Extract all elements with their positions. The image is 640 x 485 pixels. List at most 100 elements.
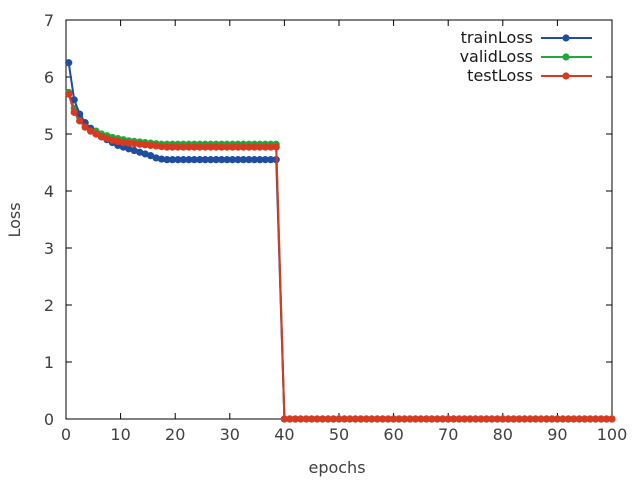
data-point-testloss [575,415,583,423]
x-tick-label: 80 [493,425,513,444]
data-point-testloss [602,415,611,423]
data-point-testloss [531,415,540,423]
data-point-trainloss [250,156,258,164]
x-tick-label: 90 [547,425,567,444]
data-point-testloss [114,137,122,146]
data-point-testloss [267,143,275,151]
data-point-trainloss [168,156,177,164]
series-line-trainloss [67,62,612,420]
data-point-testloss [340,415,349,423]
legend-label-validloss: validLoss [460,47,533,66]
data-point-testloss [302,415,310,423]
y-tick-label: 7 [44,11,54,30]
data-point-testloss [548,415,556,423]
data-point-testloss [256,143,264,151]
data-point-testloss [245,143,253,151]
data-point-testloss [335,415,343,423]
data-point-testloss [460,415,469,423]
data-point-testloss [373,415,381,423]
axes: 0 10 20 30 40 50 60 70 80 90 100 0 1 2 3 4 5 6 7 [44,11,627,444]
data-point-testloss [286,415,294,423]
data-point-testloss [471,415,480,423]
data-point-trainloss [223,156,231,164]
data-point-testloss [526,415,534,423]
y-tick-label: 2 [44,296,54,315]
y-tick-label: 5 [44,125,54,144]
data-point-testloss [450,415,458,423]
data-point-testloss [515,415,523,423]
data-point-testloss [163,143,171,151]
data-point-testloss [86,127,95,135]
legend-marker-trainloss [562,34,570,42]
data-point-testloss [477,415,485,423]
data-point-testloss [351,415,359,423]
data-point-testloss [324,415,332,423]
x-tick-label: 40 [274,425,294,444]
data-point-trainloss [157,155,166,163]
data-point-trainloss [267,156,275,164]
y-tick-label: 4 [44,182,54,201]
data-point-testloss [280,415,288,423]
data-point-testloss [291,415,299,423]
data-point-testloss [76,117,84,125]
data-point-trainloss [245,156,253,164]
legend-marker-validloss [562,53,570,61]
legend-label-testloss: testLoss [467,66,533,85]
data-point-testloss [586,415,594,423]
data-point-testloss [272,143,280,151]
series-testloss [65,90,616,423]
data-point-testloss [313,415,321,423]
data-point-testloss [493,415,501,423]
data-point-trainloss [152,154,160,162]
data-point-testloss [234,143,242,151]
data-point-testloss [319,415,327,423]
data-point-testloss [608,415,616,423]
data-point-trainloss [218,156,226,164]
data-point-testloss [65,90,73,98]
data-point-testloss [228,143,237,151]
data-point-testloss [196,143,204,151]
data-point-trainloss [228,156,237,164]
data-point-testloss [433,415,441,423]
data-point-testloss [521,415,529,423]
data-point-trainloss [207,156,215,164]
series-trainloss [65,59,616,423]
data-point-trainloss [190,156,198,164]
data-point-testloss [390,415,398,423]
data-point-testloss [422,415,430,423]
data-point-testloss [218,143,226,151]
data-point-testloss [346,415,354,423]
x-tick-label: 0 [61,425,71,444]
data-point-testloss [400,415,409,423]
data-point-trainloss [141,150,149,158]
data-point-testloss [190,143,198,151]
data-point-testloss [223,143,231,151]
data-point-testloss [559,415,567,423]
data-point-testloss [499,415,507,423]
data-point-testloss [81,123,89,131]
x-tick-label: 60 [383,425,403,444]
series-validloss [65,88,616,423]
data-point-testloss [185,143,193,151]
data-point-testloss [592,415,600,423]
y-tick-label: 1 [44,353,54,372]
data-point-testloss [444,415,452,423]
y-tick-label: 0 [44,410,54,429]
data-point-testloss [395,415,403,423]
data-point-testloss [510,415,518,423]
data-point-trainloss [65,59,73,67]
data-point-trainloss [212,156,220,164]
data-point-trainloss [185,156,193,164]
data-point-testloss [368,415,376,423]
data-point-testloss [406,415,414,423]
data-point-testloss [70,108,78,116]
y-axis-label: Loss [5,202,24,237]
data-point-testloss [570,415,578,423]
data-point-testloss [417,415,425,423]
data-point-testloss [439,415,447,423]
y-tick-label: 6 [44,68,54,87]
data-point-testloss [428,415,436,423]
data-point-testloss [147,141,155,149]
